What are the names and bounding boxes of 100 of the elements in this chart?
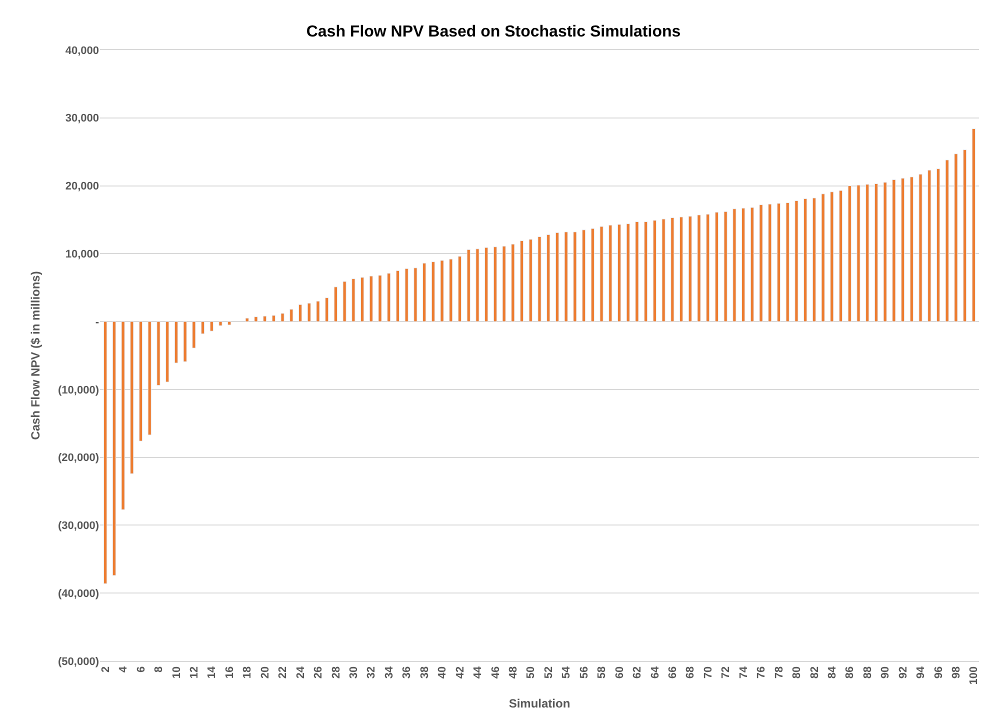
x-tick-label: 28	[330, 666, 342, 679]
bar	[272, 315, 276, 322]
bar	[821, 194, 825, 322]
bar	[742, 208, 746, 322]
x-tick-label: 84	[826, 666, 838, 679]
bar	[200, 321, 205, 334]
text: 10,000	[65, 248, 99, 261]
bar	[724, 211, 728, 322]
text: 30,000	[65, 112, 99, 125]
text: 20,000	[65, 180, 99, 193]
bar	[688, 216, 692, 322]
bar	[466, 249, 470, 322]
x-tick-label: 78	[773, 666, 786, 679]
bar	[901, 178, 905, 322]
y-tick-label: -	[95, 316, 100, 328]
bar	[493, 246, 497, 322]
bar	[714, 212, 719, 322]
x-tick-label: 76	[756, 666, 768, 679]
bar	[476, 248, 480, 322]
bar	[228, 321, 232, 326]
x-axis-title: Simulation	[508, 696, 570, 711]
bar	[458, 256, 462, 322]
x-tick-label: 2	[100, 666, 112, 673]
x-tick-label: 36	[401, 666, 414, 679]
x-tick-label: 14	[206, 666, 218, 679]
bar	[794, 200, 798, 322]
bar	[156, 321, 160, 386]
bar	[396, 270, 400, 322]
y-axis-title: Cash Flow NPV ($ in millions)	[28, 271, 42, 440]
x-tick-label: 30	[348, 666, 360, 679]
bar	[635, 222, 639, 322]
bar	[325, 298, 329, 322]
bar	[280, 313, 284, 322]
bar	[449, 258, 453, 322]
x-tick-label: 50	[525, 666, 538, 679]
bar	[342, 281, 346, 322]
bar	[768, 204, 772, 322]
x-tick-label: 96	[932, 666, 945, 679]
bar	[138, 321, 143, 442]
bar	[786, 202, 790, 322]
bar	[617, 224, 622, 322]
bar	[670, 217, 674, 322]
bar	[104, 321, 108, 584]
bar	[546, 234, 550, 322]
bar	[316, 300, 320, 322]
bar	[600, 226, 604, 322]
text: 40,000	[65, 44, 99, 57]
x-tick-label: 34	[383, 666, 396, 679]
bar	[883, 182, 887, 322]
bar	[404, 268, 408, 322]
x-tick-label: 48	[507, 666, 520, 679]
bar	[590, 228, 594, 322]
x-tick-label: 54	[560, 666, 573, 679]
bar	[378, 275, 382, 322]
x-tick-label: 44	[472, 666, 484, 679]
bar	[121, 321, 125, 510]
bar	[564, 232, 568, 322]
x-tick-label: 6	[135, 666, 148, 673]
x-tick-label: 60	[614, 666, 626, 679]
bar	[697, 214, 701, 322]
bar	[360, 277, 364, 322]
bar	[263, 316, 267, 322]
bar	[963, 150, 967, 322]
x-tick-label: 16	[224, 666, 236, 679]
bar	[414, 268, 418, 322]
x-tick-label: 70	[702, 666, 714, 679]
x-tick-label: 40	[436, 666, 449, 679]
bar	[130, 321, 134, 474]
bar	[804, 198, 808, 322]
x-tick-label: 82	[808, 666, 821, 679]
bar	[918, 174, 922, 322]
bar	[928, 170, 932, 322]
bar	[183, 321, 187, 362]
bar	[954, 154, 958, 322]
bar	[679, 216, 684, 322]
bar	[148, 321, 152, 436]
bar	[290, 309, 294, 322]
x-tick-label: 52	[542, 666, 555, 679]
bar	[892, 179, 896, 322]
bar	[936, 168, 940, 322]
bar	[440, 260, 444, 322]
bar	[307, 302, 311, 322]
bar	[520, 240, 524, 322]
x-tick-label: 90	[880, 666, 892, 679]
x-tick-label: 58	[596, 666, 608, 679]
bar	[759, 204, 763, 322]
bar	[750, 207, 754, 322]
bar	[174, 321, 178, 364]
bar	[369, 276, 373, 322]
x-tick-label: 10	[170, 666, 183, 679]
bar	[866, 184, 870, 322]
x-tick-label: 74	[738, 666, 750, 679]
y-tick-label: (10,000)	[58, 384, 100, 396]
x-tick-label: 72	[720, 666, 732, 679]
x-tick-label: 56	[578, 666, 590, 679]
x-tick-label: 18	[242, 666, 254, 679]
y-tick-label: (40,000)	[58, 588, 100, 600]
bar	[431, 262, 435, 322]
x-tick-label: 68	[684, 666, 697, 679]
x-tick-label: 4	[118, 666, 130, 673]
